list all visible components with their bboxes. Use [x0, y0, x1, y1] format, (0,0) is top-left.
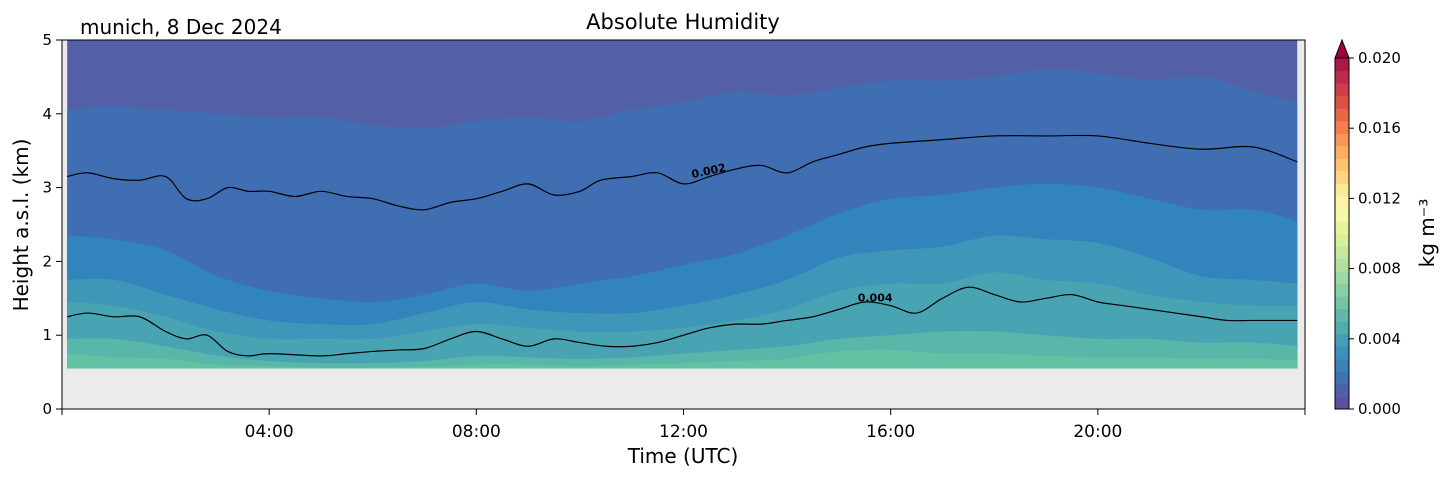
colorbar-segment [1335, 58, 1349, 72]
colorbar: 0.000 0.004 0.008 0.012 0.016 0.020 [1334, 38, 1401, 418]
x-tick-label: 20:00 [1073, 422, 1122, 442]
colorbar-segment [1335, 246, 1349, 260]
x-tick-label: 04:00 [245, 422, 294, 442]
chart-subtitle: munich, 8 Dec 2024 [80, 15, 282, 39]
colorbar-tick-label: 0.012 [1358, 189, 1401, 207]
colorbar-segment [1335, 283, 1349, 297]
x-tick-label: 12:00 [659, 422, 708, 442]
colorbar-segment [1335, 83, 1349, 97]
colorbar-frame [1334, 57, 1350, 410]
colorbar-segment [1335, 195, 1349, 209]
colorbar-segment [1335, 321, 1349, 335]
colorbar-segment [1335, 183, 1349, 197]
colorbar-extend-arrow [1334, 38, 1350, 59]
colorbar-segment [1335, 108, 1349, 122]
x-axis-label: Time (UTC) [627, 444, 739, 468]
y-tick-label: 5 [42, 31, 52, 49]
colorbar-segment [1335, 346, 1349, 360]
y-axis-label: Height a.s.l. (km) [9, 139, 33, 312]
colorbar-segment [1335, 371, 1349, 385]
colorbar-segment [1335, 233, 1349, 247]
colorbar-segment [1335, 133, 1349, 147]
y-tick-label: 3 [42, 179, 52, 197]
colorbar-tick-label: 0.016 [1358, 119, 1401, 137]
colorbar-label: kg m⁻³ [1415, 199, 1439, 268]
colorbar-segment [1335, 120, 1349, 134]
y-tick-label: 4 [42, 105, 52, 123]
colorbar-segment [1335, 383, 1349, 397]
y-tick-label: 2 [42, 252, 52, 270]
colorbar-segment [1335, 145, 1349, 159]
chart-title: Absolute Humidity [586, 10, 780, 34]
colorbar-tick-label: 0.004 [1358, 330, 1401, 348]
colorbar-segment [1335, 208, 1349, 222]
y-tick-label: 0 [42, 400, 52, 418]
colorbar-segment [1335, 220, 1349, 234]
colorbar-tick-label: 0.000 [1358, 400, 1401, 418]
colorbar-segment [1335, 396, 1349, 410]
contour-line-0.002 [67, 134, 1298, 211]
colorbar-tick-label: 0.020 [1358, 49, 1401, 67]
contour-line-0.004 [67, 286, 1298, 357]
colorbar-segment [1335, 308, 1349, 322]
y-tick-label: 1 [42, 326, 52, 344]
colorbar-segment [1335, 170, 1349, 184]
x-tick-label: 08:00 [452, 422, 501, 442]
y-axis: 0 1 2 3 4 5 [42, 31, 62, 418]
colorbar-segment [1335, 358, 1349, 372]
colorbar-tick-label: 0.008 [1358, 260, 1401, 278]
humidity-band-0.005 [67, 349, 1298, 369]
x-axis: 04:00 08:00 12:00 16:00 20:00 [61, 409, 1306, 442]
colorbar-segment [1335, 158, 1349, 172]
x-tick-label: 16:00 [866, 422, 915, 442]
colorbar-segment [1335, 70, 1349, 84]
colorbar-segment [1335, 333, 1349, 347]
colorbar-segment [1335, 95, 1349, 109]
colorbar-segment [1335, 258, 1349, 272]
colorbar-segment [1335, 296, 1349, 310]
contour-label: 0.004 [858, 291, 893, 304]
colorbar-segment [1335, 271, 1349, 285]
